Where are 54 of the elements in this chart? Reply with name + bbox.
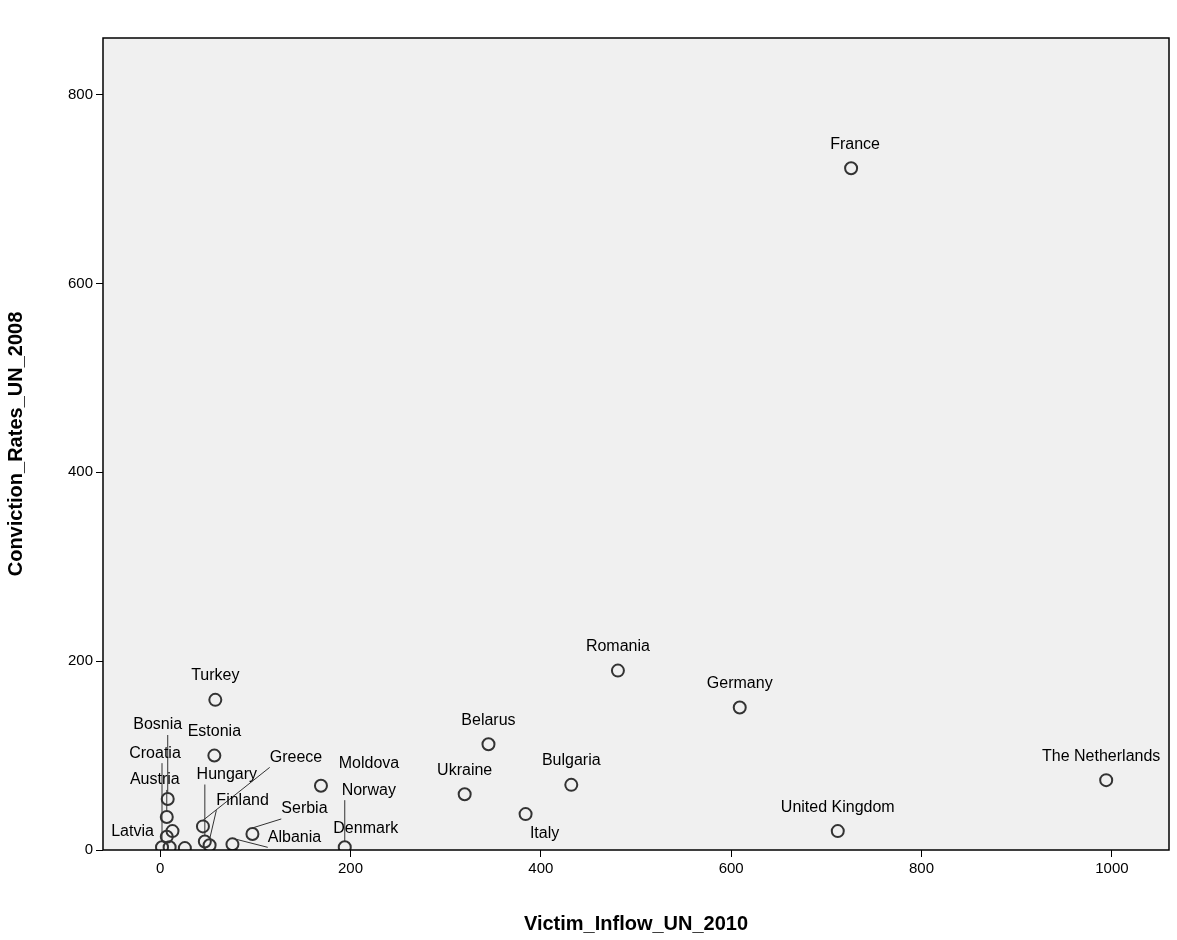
x-tick-label: 800 [909, 859, 935, 877]
point [159, 809, 174, 824]
annotation: Italy [529, 823, 560, 841]
annotation: Hungary [196, 764, 258, 782]
annotation: Estonia [187, 721, 242, 739]
annotation: Finland [216, 790, 269, 808]
point [313, 778, 328, 793]
annotation: Germany [706, 673, 773, 691]
annotation: Belarus [461, 710, 516, 728]
point [844, 161, 859, 176]
annotation: Serbia [281, 799, 328, 817]
y-tick-label: 400 [67, 462, 93, 480]
point [830, 824, 845, 839]
point [160, 792, 175, 807]
point [457, 787, 472, 802]
point [732, 700, 747, 715]
annotation: France [830, 134, 881, 152]
annotation: Greece [269, 747, 323, 765]
point [159, 829, 174, 844]
annotation: Ukraine [437, 760, 493, 778]
x-tick-label: 600 [718, 859, 744, 877]
annotation: Bulgaria [541, 751, 601, 769]
annotation: United Kingdom [780, 797, 895, 815]
annotation: Bosnia [133, 715, 183, 733]
annotation: The Netherlands [1042, 746, 1161, 764]
point [195, 819, 210, 834]
point [518, 807, 533, 822]
x-tick-label: 0 [155, 859, 165, 877]
annotation: Moldova [338, 754, 400, 772]
point [197, 834, 212, 849]
point [207, 748, 222, 763]
annotation: Turkey [191, 666, 240, 684]
annotation: Albania [267, 827, 322, 845]
point [245, 826, 260, 841]
y-tick-label: 600 [67, 273, 93, 291]
annotation: Norway [341, 780, 396, 798]
x-tick-label: 400 [528, 859, 554, 877]
point [481, 737, 496, 752]
x-tick-label: 1000 [1095, 859, 1129, 877]
y-tick-label: 0 [84, 840, 93, 858]
y-tick-label: 800 [67, 84, 93, 102]
x-axis-title: Victim_Inflow_UN_2010 [523, 911, 749, 934]
annotation: Romania [585, 637, 651, 655]
point [610, 663, 625, 678]
x-tick-label: 200 [337, 859, 363, 877]
y-tick-label: 200 [67, 651, 93, 669]
point [225, 837, 240, 850]
annotation: Latvia [111, 821, 154, 839]
point [564, 777, 579, 792]
point [202, 838, 217, 850]
point [208, 692, 223, 707]
y-axis-title: Conviction_Rates_UN_2008 [3, 311, 26, 577]
point [165, 824, 180, 839]
point [1099, 773, 1114, 788]
